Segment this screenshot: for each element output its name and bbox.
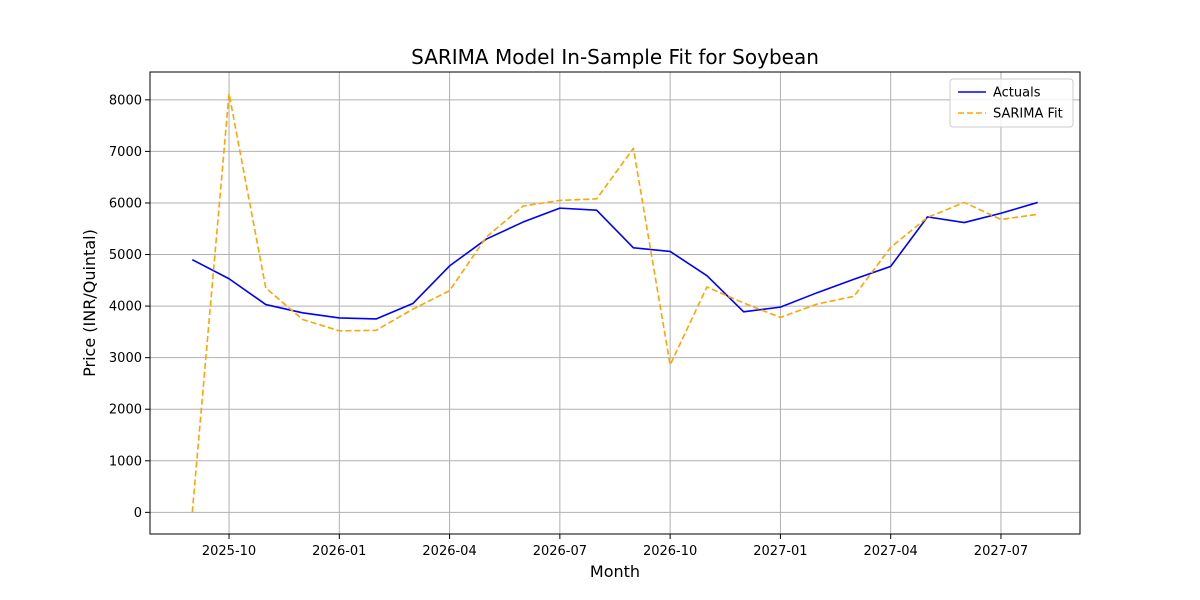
y-tick-label: 4000 <box>109 300 142 315</box>
y-axis-label: Price (INR/Quintal) <box>80 229 99 377</box>
series-line-sarima-fit <box>191 92 1038 513</box>
y-tick-label: 2000 <box>109 403 142 418</box>
axis-ticks: 2025-10 2026-01 2026-04 2026-07 2026-10 2027-… <box>109 93 1028 559</box>
x-tick-label: 2026-04 <box>422 544 476 559</box>
x-tick-label: 2026-01 <box>312 544 366 559</box>
series-line-actuals <box>191 201 1038 320</box>
legend-box <box>949 78 1074 128</box>
y-tick-label: 1000 <box>109 454 142 469</box>
x-tick-label: 2027-01 <box>753 544 807 559</box>
legend: Actuals SARIMA Fit <box>949 78 1074 128</box>
y-tick-label: 5000 <box>109 248 142 263</box>
chart-title: SARIMA Model In-Sample Fit for Soybean <box>411 45 819 69</box>
x-tick-label: 2027-07 <box>974 544 1028 559</box>
legend-label: Actuals <box>993 86 1041 101</box>
x-tick-label: 2025-10 <box>202 544 256 559</box>
x-tick-label: 2026-10 <box>643 544 697 559</box>
y-tick-label: 8000 <box>109 93 142 108</box>
plot-area-frame <box>149 71 1081 535</box>
legend-label: SARIMA Fit <box>993 107 1063 122</box>
grid <box>150 72 1080 534</box>
y-tick-label: 7000 <box>109 145 142 160</box>
series-lines <box>191 92 1038 513</box>
y-tick-label: 0 <box>134 506 142 521</box>
x-tick-label: 2027-04 <box>864 544 918 559</box>
x-axis-label: Month <box>590 562 640 581</box>
y-tick-label: 6000 <box>109 196 142 211</box>
y-tick-label: 3000 <box>109 351 142 366</box>
x-tick-label: 2026-07 <box>533 544 587 559</box>
